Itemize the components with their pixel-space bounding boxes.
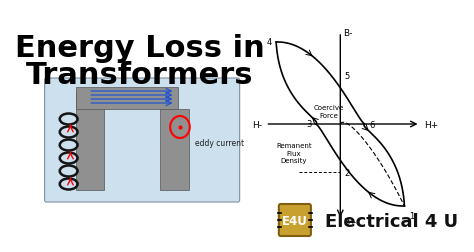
Text: Electrical 4 U: Electrical 4 U [325, 212, 458, 230]
Text: Remanent
Flux
Density: Remanent Flux Density [276, 143, 312, 164]
Text: Energy Loss in: Energy Loss in [15, 33, 265, 62]
Text: 5: 5 [345, 72, 350, 81]
FancyBboxPatch shape [279, 204, 311, 236]
Text: 3: 3 [306, 119, 311, 129]
Text: Coercive
Force: Coercive Force [314, 105, 344, 118]
Bar [160, 110, 189, 190]
Text: 6: 6 [369, 120, 374, 130]
Bar [76, 93, 104, 190]
Text: B-: B- [343, 28, 352, 37]
FancyBboxPatch shape [45, 79, 240, 202]
Text: E4U: E4U [282, 215, 308, 228]
Text: H-: H- [252, 120, 262, 129]
Text: 4: 4 [266, 38, 272, 47]
Text: eddy current: eddy current [195, 138, 244, 147]
Text: B+: B+ [343, 218, 356, 227]
Text: 2: 2 [345, 168, 350, 177]
Text: H+: H+ [424, 120, 438, 129]
Bar [76, 88, 178, 110]
Text: 1: 1 [409, 211, 414, 220]
Text: Transformers: Transformers [26, 60, 254, 89]
